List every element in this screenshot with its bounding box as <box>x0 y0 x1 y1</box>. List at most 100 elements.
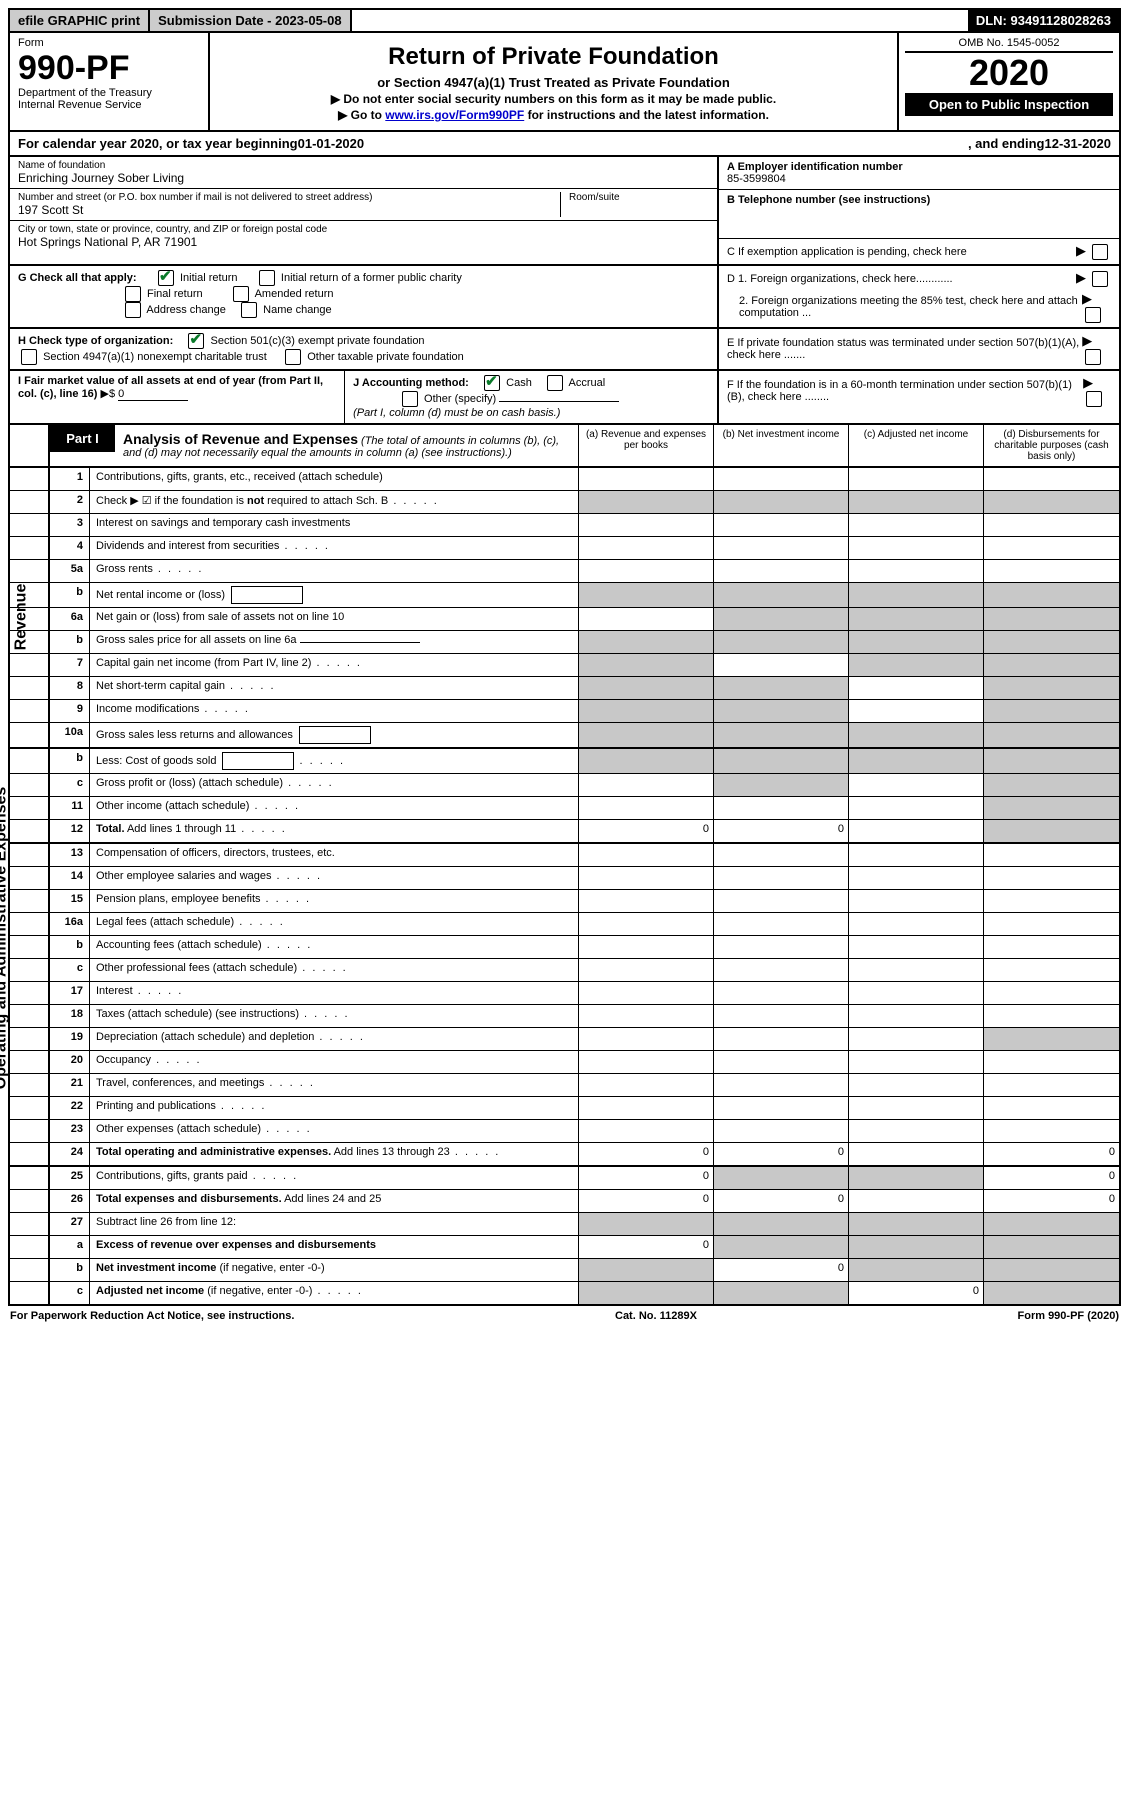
cell-col-c <box>849 936 984 958</box>
h1-checkbox[interactable] <box>188 333 204 349</box>
h2-label: Section 4947(a)(1) nonexempt charitable … <box>43 351 267 363</box>
cell-col-a <box>579 774 714 796</box>
rotation-gutter <box>10 700 50 722</box>
g-address-checkbox[interactable] <box>125 302 141 318</box>
calyear-end: 12-31-2020 <box>1045 136 1112 151</box>
g-final: Final return <box>147 288 203 300</box>
cell-col-d <box>984 677 1119 699</box>
cell-col-c <box>849 537 984 559</box>
cell-col-b <box>714 959 849 981</box>
cell-col-c <box>849 514 984 536</box>
cell-col-c <box>849 1143 984 1165</box>
f-checkbox[interactable] <box>1086 391 1102 407</box>
city-value: Hot Springs National P, AR 71901 <box>18 235 709 249</box>
cell-col-b <box>714 1005 849 1027</box>
h3-checkbox[interactable] <box>285 349 301 365</box>
cell-col-d <box>984 583 1119 607</box>
c-checkbox[interactable] <box>1092 244 1108 260</box>
line-row: cGross profit or (loss) (attach schedule… <box>8 774 1121 797</box>
line-number: 2 <box>50 491 90 513</box>
line-description: Check ▶ ☑ if the foundation is not requi… <box>90 491 579 513</box>
line-row: aExcess of revenue over expenses and dis… <box>8 1236 1121 1259</box>
ij-f-row: I Fair market value of all assets at end… <box>8 371 1121 425</box>
col-a-header: (a) Revenue and expenses per books <box>579 425 714 466</box>
col-d-header: (d) Disbursements for charitable purpose… <box>984 425 1119 466</box>
cell-col-b <box>714 560 849 582</box>
cell-col-d <box>984 1097 1119 1119</box>
line-number: 27 <box>50 1213 90 1235</box>
rotation-gutter <box>10 677 50 699</box>
j-other-checkbox[interactable] <box>402 391 418 407</box>
line-number: 15 <box>50 890 90 912</box>
ij-section: I Fair market value of all assets at end… <box>10 371 719 423</box>
col-b-header: (b) Net investment income <box>714 425 849 466</box>
cell-col-d <box>984 608 1119 630</box>
page-footer: For Paperwork Reduction Act Notice, see … <box>8 1306 1121 1326</box>
rotation-gutter <box>10 1120 50 1142</box>
line-row: bNet rental income or (loss) <box>8 583 1121 608</box>
rotation-gutter <box>10 936 50 958</box>
cell-col-d <box>984 723 1119 747</box>
rotation-gutter <box>10 537 50 559</box>
cell-col-a: 0 <box>579 820 714 842</box>
cell-col-a <box>579 1051 714 1073</box>
cell-col-c <box>849 890 984 912</box>
cell-col-d <box>984 514 1119 536</box>
cell-col-c <box>849 774 984 796</box>
cell-col-b <box>714 1236 849 1258</box>
cell-col-a <box>579 723 714 747</box>
cell-col-d <box>984 468 1119 490</box>
line-number: 12 <box>50 820 90 842</box>
h2-checkbox[interactable] <box>21 349 37 365</box>
lines-container: Revenue1Contributions, gifts, grants, et… <box>8 468 1121 1306</box>
expenses-section-label: Operating and Administrative Expenses <box>0 787 10 1090</box>
j-cash-checkbox[interactable] <box>484 375 500 391</box>
cell-col-a <box>579 654 714 676</box>
cell-col-b <box>714 1028 849 1050</box>
g-name-checkbox[interactable] <box>241 302 257 318</box>
irs-link[interactable]: www.irs.gov/Form990PF <box>385 108 524 122</box>
j-accrual-checkbox[interactable] <box>547 375 563 391</box>
g-d-row: G Check all that apply: Initial return I… <box>8 266 1121 329</box>
cell-col-a <box>579 844 714 866</box>
g-amended-checkbox[interactable] <box>233 286 249 302</box>
cell-col-c <box>849 654 984 676</box>
part1-title-cell: Analysis of Revenue and Expenses (The to… <box>115 425 579 466</box>
line-description: Income modifications <box>90 700 579 722</box>
line-number: 18 <box>50 1005 90 1027</box>
tel-label: B Telephone number (see instructions) <box>727 194 930 206</box>
d2-checkbox[interactable] <box>1085 307 1101 323</box>
cell-col-d <box>984 1005 1119 1027</box>
rotation-gutter <box>10 1005 50 1027</box>
line-description: Capital gain net income (from Part IV, l… <box>90 654 579 676</box>
g-initial-pc-checkbox[interactable] <box>259 270 275 286</box>
calendar-year-row: For calendar year 2020, or tax year begi… <box>8 132 1121 157</box>
cell-col-a <box>579 560 714 582</box>
cell-col-b <box>714 654 849 676</box>
line-description: Dividends and interest from securities <box>90 537 579 559</box>
cell-col-c <box>849 560 984 582</box>
g-final-checkbox[interactable] <box>125 286 141 302</box>
cell-col-d <box>984 654 1119 676</box>
g-initial-checkbox[interactable] <box>158 270 174 286</box>
cell-col-a: 0 <box>579 1143 714 1165</box>
rotation-gutter <box>10 1143 50 1165</box>
cell-col-d <box>984 820 1119 842</box>
line-description: Contributions, gifts, grants paid <box>90 1167 579 1189</box>
cell-col-c <box>849 844 984 866</box>
line-number: 8 <box>50 677 90 699</box>
d1-checkbox[interactable] <box>1092 271 1108 287</box>
line-description: Occupancy <box>90 1051 579 1073</box>
rotation-gutter <box>10 514 50 536</box>
line-row: 17Interest <box>8 982 1121 1005</box>
form-title: Return of Private Foundation <box>220 43 887 71</box>
cell-col-a <box>579 583 714 607</box>
tax-year: 2020 <box>905 53 1113 93</box>
cell-col-c <box>849 1028 984 1050</box>
header-center: Return of Private Foundation or Section … <box>210 33 899 130</box>
cell-col-c <box>849 1005 984 1027</box>
line-description: Interest <box>90 982 579 1004</box>
cell-col-d: 0 <box>984 1143 1119 1165</box>
cell-col-d <box>984 913 1119 935</box>
e-checkbox[interactable] <box>1085 349 1101 365</box>
